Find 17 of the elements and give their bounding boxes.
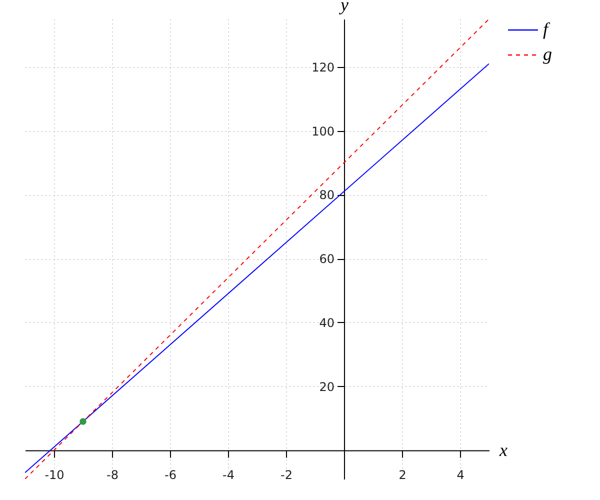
x-tick-label: -4	[222, 468, 234, 482]
y-tick-label: 20	[319, 380, 334, 394]
x-tick-label: -6	[164, 468, 176, 482]
x-tick-label: -8	[106, 468, 118, 482]
legend-label: g	[543, 44, 552, 64]
y-tick-label: 120	[312, 60, 334, 74]
x-tick-label: -2	[280, 468, 292, 482]
y-tick-label: 80	[319, 188, 334, 202]
x-tick-label: 2	[398, 468, 406, 482]
x-axis-title: x	[498, 440, 508, 460]
y-tick-label: 60	[319, 252, 334, 266]
y-axis-title: y	[338, 0, 348, 14]
y-tick-label: 100	[312, 124, 334, 138]
x-tick-label: -10	[44, 468, 64, 482]
x-tick-label: 4	[456, 468, 464, 482]
y-tick-label: 40	[319, 316, 334, 330]
legend-label: f	[543, 19, 551, 39]
